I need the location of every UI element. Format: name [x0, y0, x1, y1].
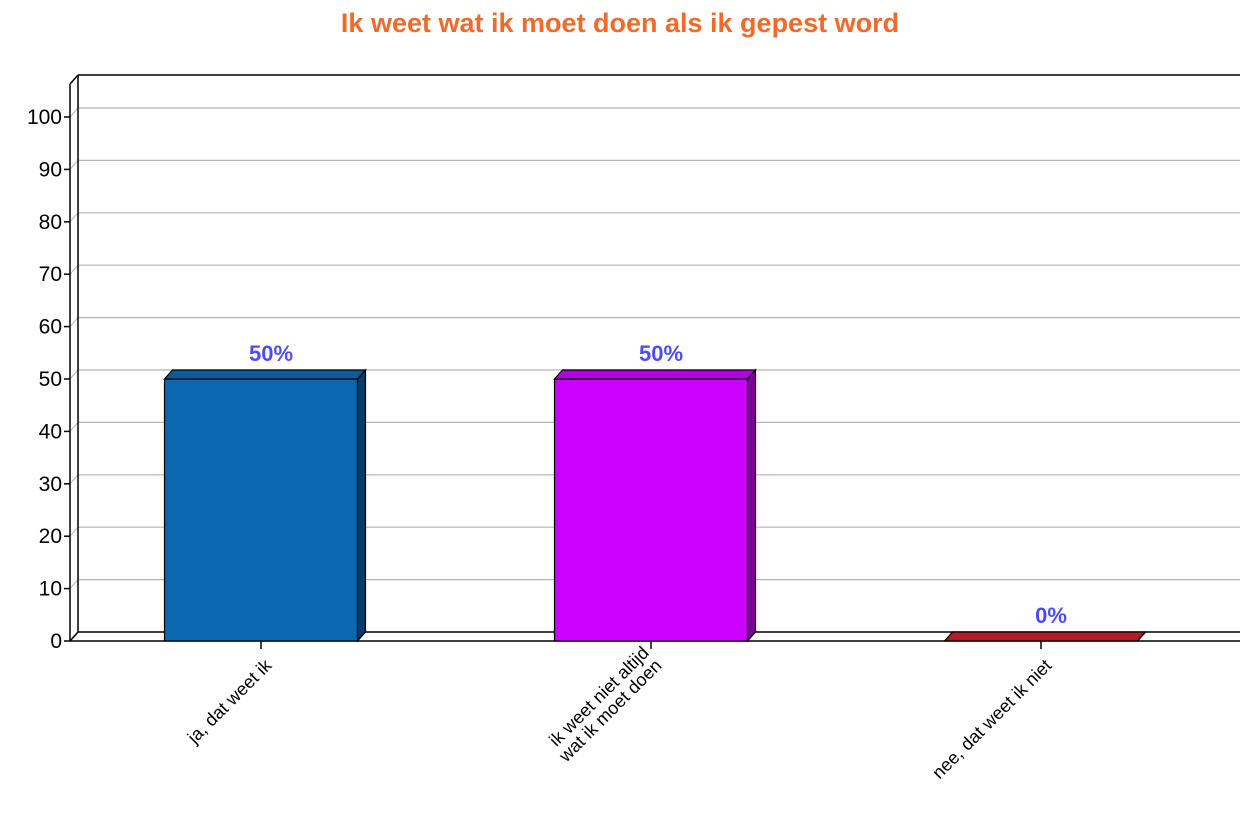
- gridline-side: [69, 160, 79, 170]
- bar-side: [1137, 631, 1146, 642]
- gridline-side: [69, 526, 79, 537]
- y-tick-label: 10: [39, 578, 62, 601]
- data-label: 50%: [639, 341, 683, 366]
- x-category-label-line: nee, dat weet ik niet: [928, 655, 1055, 782]
- y-tick-label: 70: [39, 263, 62, 286]
- bar-top: [553, 369, 757, 380]
- x-category-label: ja, dat weet ik: [183, 655, 276, 748]
- y-tick-label: 60: [39, 316, 62, 339]
- y-tick-label: 90: [39, 158, 62, 181]
- floor-side-edge: [69, 631, 79, 642]
- gridline-side: [69, 369, 79, 380]
- bar-side: [746, 368, 757, 643]
- side-wall-top: [69, 74, 79, 85]
- y-axis-ticks: 0 10 20 30 40 50 60 70 80 90 100: [27, 106, 70, 653]
- gridline-side: [69, 422, 79, 432]
- bar-top: [943, 631, 1147, 642]
- gridline-side: [69, 579, 79, 589]
- bar-top: [163, 369, 367, 380]
- y-tick-label: 80: [39, 211, 62, 234]
- gridline-side: [69, 474, 79, 485]
- chart-title: Ik weet wat ik moet doen als ik gepest w…: [340, 8, 900, 38]
- gridline-side: [69, 212, 79, 223]
- y-tick-label: 20: [39, 525, 62, 548]
- data-label: 50%: [249, 341, 293, 366]
- y-tick-label: 0: [50, 630, 62, 653]
- gridline-side: [69, 107, 79, 118]
- x-category-label: nee, dat weet ik niet: [928, 655, 1055, 782]
- x-category-label-line: ja, dat weet ik: [183, 655, 276, 748]
- bars: [163, 368, 1147, 643]
- gridline-side: [69, 264, 79, 275]
- data-label: 0%: [1035, 603, 1067, 628]
- bar-side: [356, 368, 367, 643]
- data-labels: 50% 50% 0%: [249, 341, 1067, 628]
- bar: [163, 378, 359, 642]
- gridline-side: [69, 317, 79, 327]
- y-tick-label: 50: [39, 368, 62, 391]
- y-tick-label: 100: [27, 106, 62, 129]
- y-tick-label: 40: [39, 420, 62, 443]
- y-tick-label: 30: [39, 473, 62, 496]
- bar: [553, 378, 749, 642]
